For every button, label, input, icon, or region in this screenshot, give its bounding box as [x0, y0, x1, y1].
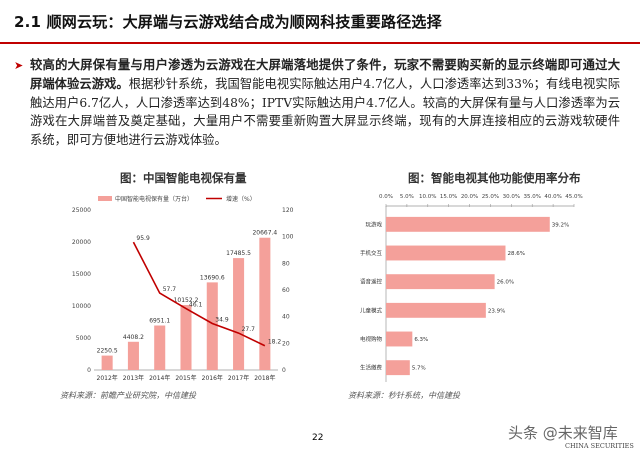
bar-value-label: 23.9%	[488, 308, 505, 314]
y2-tick-label: 80	[282, 260, 290, 267]
x-tick-label: 0.0%	[379, 194, 393, 200]
bar	[101, 355, 113, 370]
tv-ownership-chart: 中国智能电视保有量（万台） 增速（%） 0 5000 10000 15000 20000 25…	[72, 195, 294, 382]
x-tick-label: 2017年	[228, 374, 249, 382]
bar	[386, 274, 495, 290]
bar-value-label: 10152.2	[174, 297, 199, 304]
bar	[233, 258, 245, 370]
x-tick-label: 2012年	[97, 374, 118, 382]
bar	[386, 331, 413, 347]
x-tick-label: 30.0%	[503, 194, 520, 200]
title-bar: 2.1 顺网云玩：大屏端与云游戏结合成为顺网科技重要路径选择	[0, 0, 640, 40]
bar	[386, 360, 410, 376]
growth-value-label: 34.9	[215, 316, 229, 323]
body-paragraph: 较高的大屏保有量与用户渗透为云游戏在大屏端落地提供了条件，玩家不需要购买新的显示…	[30, 56, 620, 150]
y-tick-label: 20000	[72, 239, 91, 246]
bar-value-label: 17485.5	[226, 250, 251, 257]
paragraph-body: 根据秒针系统，我国智能电视实际触达用户4.7亿人，人口渗透率达到33%；有线电视…	[30, 76, 620, 148]
growth-value-label: 27.7	[242, 326, 256, 333]
legend-swatch-bars	[98, 196, 112, 201]
bar	[259, 237, 271, 370]
x-tick-label: 2015年	[175, 374, 196, 382]
x-tick-label: 2014年	[149, 374, 170, 382]
x-tick-label: 35.0%	[523, 194, 540, 200]
x-tick-label: 45.0%	[565, 194, 582, 200]
y2-tick-label: 0	[282, 367, 286, 374]
bar	[206, 282, 218, 370]
bar	[386, 216, 550, 232]
chart2-source: 资料来源：秒针系统，中信建投	[348, 391, 460, 400]
y-tick-label: 25000	[72, 207, 91, 214]
x-tick-label: 15.0%	[440, 194, 457, 200]
chart1-source: 资料来源：前瞻产业研究院，中信建投	[60, 391, 196, 400]
y2-tick-label: 60	[282, 287, 290, 294]
y-tick-label: 15000	[72, 271, 91, 278]
bar-value-label: 28.6%	[507, 251, 524, 257]
y-tick-label: 5000	[76, 335, 91, 342]
category-label: 儿童模式	[360, 306, 383, 314]
legend-label-line: 增速（%）	[226, 195, 256, 203]
y2-tick-label: 100	[282, 234, 294, 241]
bar-value-label: 39.2%	[552, 222, 569, 228]
logo-subtitle: CHINA SECURITIES	[565, 442, 634, 450]
bar	[154, 325, 166, 370]
bar-value-label: 5.7%	[412, 366, 426, 372]
x-tick-label: 25.0%	[482, 194, 499, 200]
category-label: 语音遥控	[360, 278, 383, 286]
y-tick-label: 10000	[72, 303, 91, 310]
bar	[386, 245, 506, 261]
bar-value-label: 26.0%	[497, 280, 514, 286]
bullet-arrow-icon: ➤	[14, 59, 24, 72]
x-tick-label: 20.0%	[461, 194, 478, 200]
title-divider	[0, 42, 640, 44]
bar-value-label: 13690.6	[200, 274, 225, 281]
watermark: 头条 @未来智库	[508, 424, 618, 442]
bar	[180, 305, 192, 370]
page-number: 22	[312, 433, 324, 443]
y2-tick-label: 120	[282, 207, 294, 214]
x-tick-label: 5.0%	[400, 194, 414, 200]
y-tick-label: 0	[87, 367, 91, 374]
chart1-title: 图：中国智能电视保有量	[120, 171, 247, 185]
bar-value-label: 20667.4	[252, 230, 277, 237]
x-tick-label: 2013年	[123, 374, 144, 382]
growth-value-label: 18.2	[268, 339, 282, 346]
category-label: 生活缴费	[360, 364, 383, 372]
x-tick-label: 10.0%	[419, 194, 436, 200]
growth-line	[132, 241, 266, 347]
growth-value-label: 95.9	[136, 235, 150, 242]
paragraph-lead: 较高的大屏保有量与用户渗透为云游戏在大屏端落地提供了条件，玩家不需要购买新的显示…	[30, 57, 620, 91]
bar-value-label: 6951.1	[149, 318, 170, 325]
bar	[127, 341, 139, 370]
x-tick-label: 40.0%	[544, 194, 561, 200]
growth-value-label: 57.7	[163, 286, 177, 293]
legend-label-bars: 中国智能电视保有量（万台）	[115, 195, 193, 203]
y2-tick-label: 40	[282, 314, 290, 321]
category-label: 电视购物	[360, 335, 383, 343]
x-tick-label: 2018年	[254, 374, 275, 382]
bar-value-label: 6.3%	[414, 337, 428, 343]
page-title: 2.1 顺网云玩：大屏端与云游戏结合成为顺网科技重要路径选择	[14, 13, 442, 31]
category-label: 手机交互	[360, 249, 383, 257]
chart2-title: 图：智能电视其他功能使用率分布	[408, 171, 581, 185]
bar-value-label: 2250.5	[97, 348, 118, 355]
x-tick-label: 2016年	[202, 374, 223, 382]
bar	[386, 302, 486, 318]
growth-value-label: 46.1	[189, 302, 203, 309]
y2-tick-label: 20	[282, 340, 290, 347]
category-label: 玩游戏	[365, 220, 382, 228]
bar-value-label: 4408.2	[123, 334, 144, 341]
tv-feature-usage-chart: 0.0% 5.0% 10.0% 15.0% 20.0% 25.0% 30.0% 35.0% 40…	[360, 194, 583, 382]
